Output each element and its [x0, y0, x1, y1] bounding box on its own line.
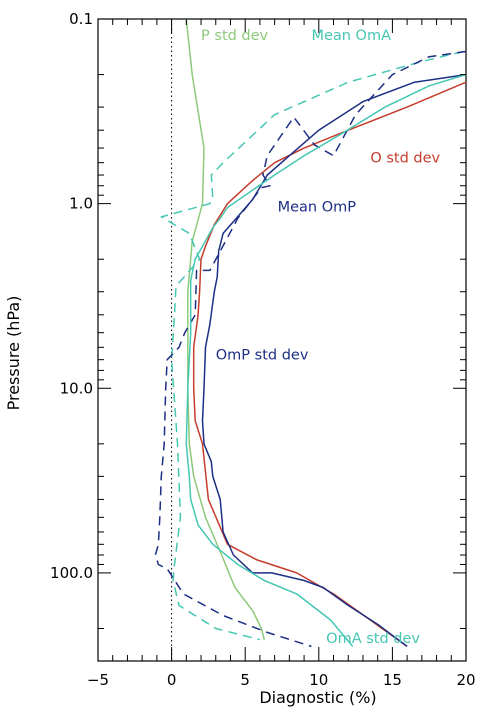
y-tick-label: 0.1 [69, 10, 93, 28]
series-layer [154, 19, 466, 648]
tick-layer: −5 0 5 10 15 20 0.1 1.0 10.0 100.0 [50, 10, 476, 689]
x-tick-label: 15 [383, 671, 402, 689]
series-line-omp-std-dev [201, 73, 466, 648]
series-label-o-std-dev: O std dev [370, 151, 440, 167]
plot-frame [97, 18, 467, 662]
x-axis-title: Diagnostic (%) [259, 688, 376, 707]
x-tick-label: 10 [309, 671, 328, 689]
series-label-mean-oma: Mean OmA [311, 28, 391, 44]
x-tick-label: 0 [167, 671, 177, 689]
series-label-omp-std-dev: OmP std dev [216, 348, 309, 364]
y-tick-label: 10.0 [60, 379, 93, 397]
series-label-mean-omp: Mean OmP [278, 199, 357, 215]
y-axis-title: Pressure (hPa) [4, 296, 23, 411]
y-tick-label: 1.0 [69, 195, 93, 213]
x-tick-label: 5 [240, 671, 250, 689]
series-line-p-std-dev [185, 19, 266, 640]
series-line-oma-std-dev [185, 73, 466, 647]
y-tick-label: 100.0 [50, 564, 93, 582]
x-tick-label: −5 [87, 671, 109, 689]
series-line-o-std-dev [192, 81, 466, 648]
label-layer: P std dev Mean OmA O std dev Mean OmP OmP st… [201, 28, 440, 647]
x-tick-label: 20 [456, 671, 475, 689]
plot-border [97, 18, 467, 662]
series-label-oma-std-dev: OmA std dev [326, 631, 420, 647]
series-label-p-std-dev: P std dev [201, 28, 269, 44]
series-line-mean-oma [160, 50, 464, 641]
series-line-mean-omp [154, 50, 466, 648]
